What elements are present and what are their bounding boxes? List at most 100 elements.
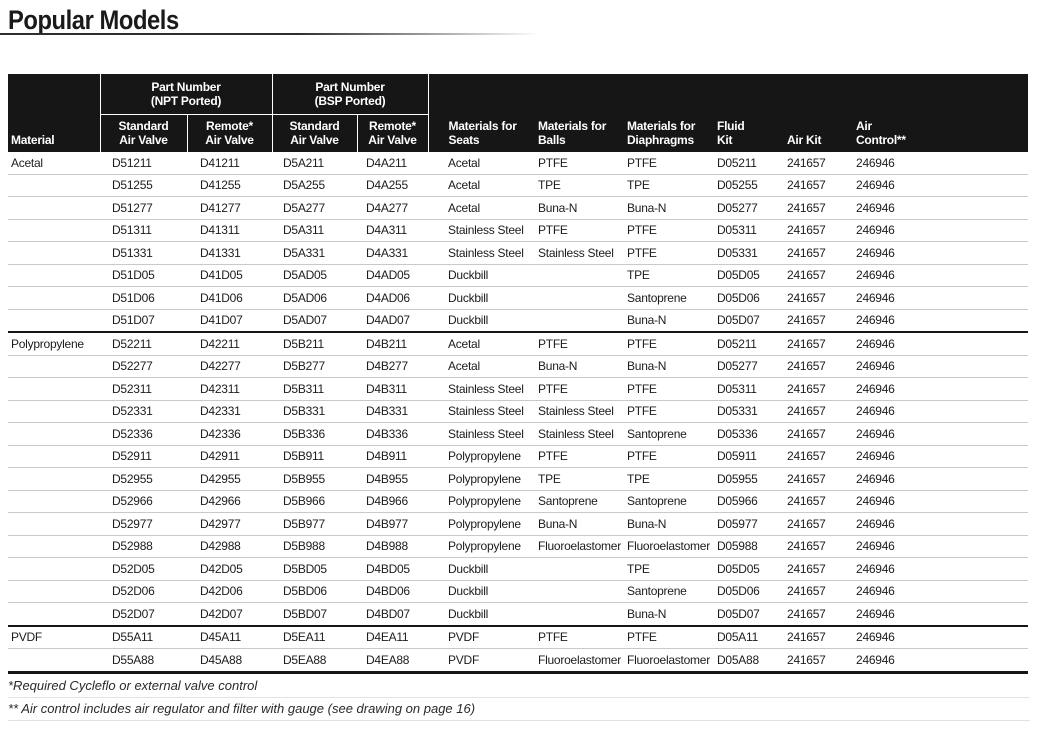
cell-npt-remote: D42211 <box>187 331 272 356</box>
cell-bsp-remote: D4EA11 <box>357 624 429 649</box>
cell-air-control: 246946 <box>847 241 1029 265</box>
cell-balls: Fluoroelastomer <box>528 535 621 558</box>
cell-balls <box>528 580 617 603</box>
cell-material <box>8 422 100 446</box>
cell-material <box>8 400 100 423</box>
column-header-npt-remote-air-valve: Remote* Air Valve <box>186 114 272 152</box>
cell-fluid-kit: D05977 <box>707 512 778 536</box>
cell-diaphragms: Fluoroelastomer <box>616 648 710 674</box>
cell-seats: Polypropylene <box>428 467 529 491</box>
cell-bsp-standard: D5A331 <box>272 241 357 265</box>
cell-material <box>8 580 100 603</box>
cell-npt-standard: D52277 <box>100 355 187 378</box>
cell-air-control: 246946 <box>847 602 1029 626</box>
cell-diaphragms: PTFE <box>616 445 708 468</box>
cell-material <box>8 467 100 491</box>
cell-material <box>8 377 100 401</box>
column-header-materials-for-seats: Materials for Seats <box>428 74 529 152</box>
cell-balls: Santoprene <box>528 490 617 513</box>
cell-seats: Duckbill <box>428 309 529 333</box>
table-row: D52D07 D42D07 D5BD07 D4BD07 Duckbill Buna-N D0… <box>8 602 1029 626</box>
cell-balls: Buna-N <box>528 355 617 378</box>
cell-diaphragms: Santoprene <box>616 422 708 446</box>
cell-fluid-kit: D05D06 <box>707 286 778 310</box>
cell-fluid-kit: D05277 <box>707 355 778 378</box>
cell-npt-standard: D52988 <box>100 535 187 558</box>
cell-npt-remote: D41211 <box>187 152 272 175</box>
cell-air-control: 246946 <box>847 196 1029 220</box>
cell-material <box>8 309 100 333</box>
cell-npt-remote: D45A11 <box>187 624 272 649</box>
cell-air-kit: 241657 <box>777 490 848 513</box>
column-header-bsp-standard-air-valve: Standard Air Valve <box>271 114 357 152</box>
cell-fluid-kit: D05911 <box>707 445 778 468</box>
cell-bsp-standard: D5B977 <box>272 512 357 536</box>
cell-npt-remote: D42D07 <box>187 602 272 626</box>
table-row: D51D05 D41D05 D5AD05 D4AD05 Duckbill TPE D05D0… <box>8 264 1029 287</box>
footnote-air-control: ** Air control includes air regulator an… <box>8 698 1030 721</box>
cell-fluid-kit: D05331 <box>707 400 778 423</box>
cell-air-control: 246946 <box>847 535 1029 558</box>
cell-air-kit: 241657 <box>777 377 848 401</box>
cell-bsp-remote: D4B911 <box>357 445 429 468</box>
cell-air-control: 246946 <box>847 512 1029 536</box>
cell-npt-remote: D42966 <box>187 490 272 513</box>
cell-bsp-standard: D5EA11 <box>272 624 357 649</box>
cell-npt-standard: D52331 <box>100 400 187 423</box>
cell-bsp-remote: D4B211 <box>357 331 429 356</box>
cell-npt-remote: D42911 <box>187 445 272 468</box>
cell-air-kit: 241657 <box>777 309 848 333</box>
cell-balls: Fluoroelastomer <box>528 648 621 674</box>
cell-npt-standard: D51255 <box>100 174 187 197</box>
cell-bsp-standard: D5AD06 <box>272 286 357 310</box>
cell-balls: TPE <box>528 467 617 491</box>
table-header: Material Part Number (NPT Ported) Part N… <box>8 74 1029 152</box>
cell-diaphragms: Santoprene <box>616 286 708 310</box>
cell-fluid-kit: D05D05 <box>707 557 778 581</box>
table-row: D52277 D42277 D5B277 D4B277 Acetal Buna-N Buna… <box>8 355 1029 378</box>
cell-diaphragms: Buna-N <box>616 512 708 536</box>
cell-diaphragms: PTFE <box>616 152 708 175</box>
cell-bsp-standard: D5A311 <box>272 219 357 242</box>
column-header-bsp-remote-air-valve: Remote* Air Valve <box>356 114 429 152</box>
cell-npt-remote: D42311 <box>187 377 272 401</box>
column-header-air-control: Air Control** <box>847 74 1029 152</box>
cell-material <box>8 512 100 536</box>
cell-fluid-kit: D05311 <box>707 377 778 401</box>
cell-air-kit: 241657 <box>777 355 848 378</box>
cell-diaphragms: Buna-N <box>616 602 708 626</box>
cell-npt-standard: D51D07 <box>100 309 187 333</box>
cell-balls <box>528 286 617 310</box>
table-row: D52955 D42955 D5B955 D4B955 Polypropylene TPE… <box>8 467 1029 491</box>
cell-air-kit: 241657 <box>777 512 848 536</box>
cell-diaphragms: Buna-N <box>616 309 708 333</box>
cell-balls <box>528 264 617 287</box>
cell-bsp-remote: D4B336 <box>357 422 429 446</box>
cell-npt-standard: D52211 <box>100 331 187 356</box>
cell-air-kit: 241657 <box>777 264 848 287</box>
cell-bsp-standard: D5EA88 <box>272 648 357 674</box>
cell-seats: Acetal <box>428 355 529 378</box>
cell-air-control: 246946 <box>847 219 1029 242</box>
cell-fluid-kit: D05988 <box>707 535 778 558</box>
table-row: D52988 D42988 D5B988 D4B988 Polypropylene Flu… <box>8 535 1029 558</box>
cell-air-control: 246946 <box>847 174 1029 197</box>
cell-bsp-remote: D4B955 <box>357 467 429 491</box>
cell-material <box>8 490 100 513</box>
cell-diaphragms: PTFE <box>616 331 708 356</box>
cell-balls: Buna-N <box>528 196 617 220</box>
cell-bsp-remote: D4A255 <box>357 174 429 197</box>
column-header-material: Material <box>8 74 100 152</box>
cell-seats: Duckbill <box>428 264 529 287</box>
cell-material <box>8 648 100 674</box>
cell-seats: Polypropylene <box>428 512 529 536</box>
cell-npt-standard: D51D06 <box>100 286 187 310</box>
cell-material: Polypropylene <box>8 331 100 356</box>
cell-seats: PVDF <box>428 648 529 674</box>
cell-balls: PTFE <box>528 445 617 468</box>
cell-diaphragms: Santoprene <box>616 490 708 513</box>
cell-air-kit: 241657 <box>777 174 848 197</box>
cell-air-kit: 241657 <box>777 286 848 310</box>
table-row: D51255 D41255 D5A255 D4A255 Acetal TPE TPE D052… <box>8 174 1029 197</box>
